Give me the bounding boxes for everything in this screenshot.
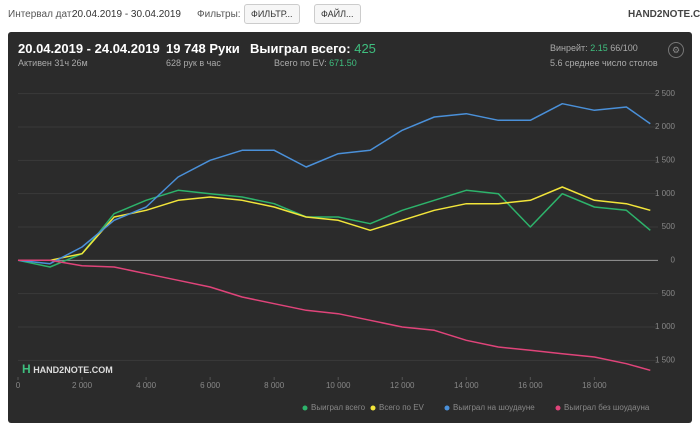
ev-label: Всего по EV: [274, 58, 327, 68]
x-tick-label: 6 000 [200, 381, 221, 390]
y-tick-label: 1 500 [655, 355, 676, 364]
y-tick-label: 500 [662, 222, 676, 231]
legend-label: Выиграл без шоудауна [564, 403, 650, 412]
y-tick-label: 1 000 [655, 322, 676, 331]
legend-label: Выиграл всего [311, 403, 366, 412]
series-line [17, 102, 651, 265]
toolbar: Интервал дат: 20.04.2019 - 30.04.2019 Фи… [0, 0, 700, 30]
legend-marker [370, 405, 376, 411]
x-tick-label: 16 000 [518, 381, 543, 390]
y-tick-label: 1 500 [655, 155, 676, 164]
x-tick-label: 8 000 [264, 381, 285, 390]
x-tick-label: 10 000 [326, 381, 351, 390]
won-value: 425 [354, 41, 376, 56]
series-line [18, 259, 651, 372]
x-tick-label: 12 000 [390, 381, 415, 390]
series-line [17, 189, 651, 268]
interval-value[interactable]: 20.04.2019 - 30.04.2019 [72, 9, 181, 20]
x-tick-label: 14 000 [454, 381, 479, 390]
x-tick-label: 0 [16, 381, 21, 390]
won-label: Выиграл всего: [250, 41, 351, 56]
file-button[interactable]: ФАЙЛ... [314, 4, 361, 24]
legend-marker [444, 405, 450, 411]
x-tick-label: 2 000 [72, 381, 93, 390]
winrate-rate: 66/100 [610, 43, 638, 53]
winrate-label: Винрейт: [550, 43, 588, 53]
logo: HAND2NOTE.COM [628, 9, 700, 20]
legend-marker [302, 405, 308, 411]
won-total: Выиграл всего: 425 [250, 41, 376, 56]
filters-label: Фильтры: [197, 9, 241, 20]
ev-total: Всего по EV: 671.50 [274, 58, 357, 68]
x-tick-label: 18 000 [582, 381, 607, 390]
hands-per-hour: 628 рук в час [166, 58, 221, 68]
x-tick-label: 4 000 [136, 381, 157, 390]
tables: 5.6 среднее число столов [550, 58, 658, 68]
ev-value: 671.50 [329, 58, 357, 68]
series-line [18, 186, 651, 262]
winrate-value: 2.15 [590, 43, 608, 53]
watermark-text: HAND2NOTE.COM [33, 365, 113, 375]
period: 20.04.2019 - 24.04.2019 [18, 41, 160, 56]
filter-button[interactable]: ФИЛЬТР... [244, 4, 300, 24]
settings-button[interactable]: ⚙ [668, 42, 684, 58]
active-time: Активен 31ч 26м [18, 58, 88, 68]
legend-label: Всего по EV [379, 403, 425, 412]
y-tick-label: 1 000 [655, 189, 676, 198]
interval-label: Интервал дат: [8, 9, 75, 20]
legend-label: Выиграл на шоудауне [453, 403, 535, 412]
y-tick-label: 500 [662, 289, 676, 298]
legend-marker [555, 405, 561, 411]
y-tick-label: 2 000 [655, 122, 676, 131]
hands: 19 748 Руки [166, 41, 240, 56]
watermark: H HAND2NOTE.COM [22, 362, 113, 376]
y-tick-label: 2 500 [655, 89, 676, 98]
y-tick-label: 0 [671, 255, 676, 264]
winrate: Винрейт: 2.15 66/100 [550, 43, 638, 53]
